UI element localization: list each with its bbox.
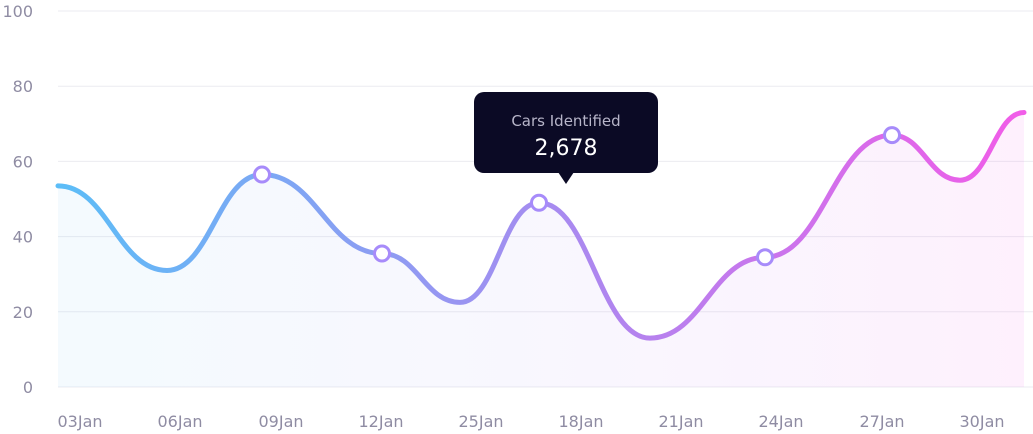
tooltip-value: 2,678: [534, 136, 598, 161]
x-tick-label: 09Jan: [258, 412, 303, 431]
y-tick-label: 80: [13, 77, 33, 96]
data-point[interactable]: [530, 193, 548, 212]
x-tick-label: 24Jan: [758, 412, 803, 431]
y-tick-label: 20: [13, 303, 33, 322]
y-tick-label: 0: [23, 378, 33, 397]
data-point[interactable]: [883, 126, 901, 145]
x-tick-label: 18Jan: [558, 412, 603, 431]
y-tick-label: 60: [13, 152, 33, 171]
x-tick-label: 12Jan: [358, 412, 403, 431]
x-tick-label: 25Jan: [458, 412, 503, 431]
data-point[interactable]: [253, 165, 271, 184]
data-point[interactable]: [756, 248, 774, 267]
x-tick-label: 03Jan: [57, 412, 102, 431]
x-axis: 03Jan 06Jan 09Jan 12Jan 25Jan 18Jan 21Jan 24Jan…: [57, 412, 1004, 431]
data-point[interactable]: [373, 244, 391, 263]
series-area: [58, 112, 1024, 388]
y-tick-label: 100: [2, 2, 33, 21]
y-tick-label: 40: [13, 228, 33, 247]
x-tick-label: 27Jan: [859, 412, 904, 431]
x-tick-label: 06Jan: [157, 412, 202, 431]
tooltip-label: Cars Identified: [511, 112, 621, 130]
x-tick-label: 21Jan: [658, 412, 703, 431]
data-tooltip: Cars Identified 2,678: [474, 92, 658, 184]
x-tick-label: 30Jan: [959, 412, 1004, 431]
data-point-markers: [253, 126, 901, 267]
y-axis: 0 20 40 60 80 100: [2, 2, 33, 397]
